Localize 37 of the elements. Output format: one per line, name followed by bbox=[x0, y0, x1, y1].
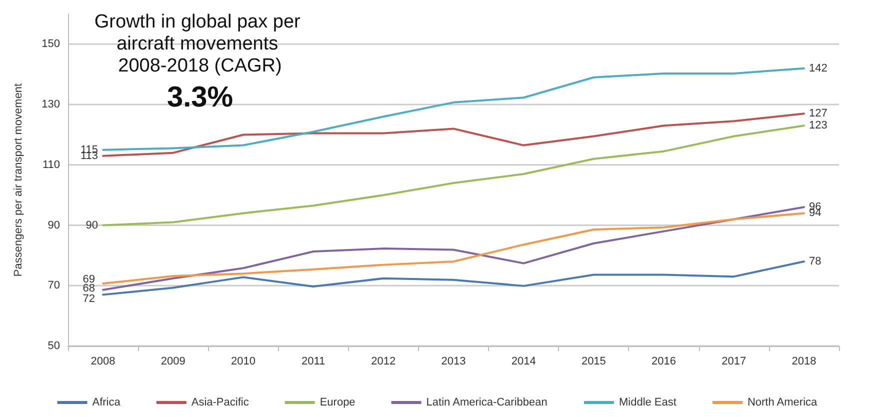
y-tick-label: 130 bbox=[42, 98, 60, 111]
y-tick-label: 150 bbox=[42, 38, 60, 50]
data-label: 123 bbox=[808, 120, 828, 132]
y-tick-label: 90 bbox=[48, 219, 60, 232]
x-tick-label: 2017 bbox=[722, 356, 746, 368]
data-label: 142 bbox=[808, 62, 828, 74]
x-tick-label: 2015 bbox=[581, 356, 606, 368]
x-tick-label: 2010 bbox=[230, 356, 256, 368]
x-tick-label: 2013 bbox=[441, 356, 466, 368]
data-label: 127 bbox=[808, 108, 828, 120]
y-tick-label: 50 bbox=[48, 340, 60, 352]
x-tick-label: 2014 bbox=[511, 356, 536, 368]
legend-label: Asia-Pacific bbox=[191, 396, 250, 408]
legend-label: Africa bbox=[92, 396, 122, 408]
legend-label: North America bbox=[747, 396, 818, 408]
line-series bbox=[102, 112, 805, 157]
data-label: 94 bbox=[808, 207, 822, 220]
y-axis-title: Passengers per air transport movement bbox=[12, 83, 24, 277]
legend-label: Middle East bbox=[618, 396, 676, 408]
x-tick-label: 2016 bbox=[652, 356, 676, 368]
x-tick-label: 2018 bbox=[792, 356, 816, 368]
x-tick-label: 2009 bbox=[160, 356, 186, 368]
annotation: 68 bbox=[82, 282, 96, 295]
y-tick-label: 110 bbox=[42, 158, 60, 171]
text: Growth in global pax per aircraft movements 2008-2018 (CAGR) bbox=[94, 12, 306, 76]
annotation: 72 bbox=[82, 293, 96, 306]
line-series bbox=[102, 124, 805, 226]
x-tick-label: 2008 bbox=[90, 356, 116, 368]
x-tick-label: 2011 bbox=[301, 356, 326, 368]
text: 3.3% bbox=[166, 82, 234, 114]
data-label: 90 bbox=[86, 219, 98, 232]
legend-label: Europe bbox=[320, 396, 356, 408]
data-label: 78 bbox=[808, 255, 822, 268]
y-tick-label: 70 bbox=[48, 280, 60, 292]
legend-label: Latin America-Caribbean bbox=[426, 396, 548, 408]
x-tick-label: 2012 bbox=[371, 356, 396, 368]
line-series bbox=[102, 260, 805, 296]
